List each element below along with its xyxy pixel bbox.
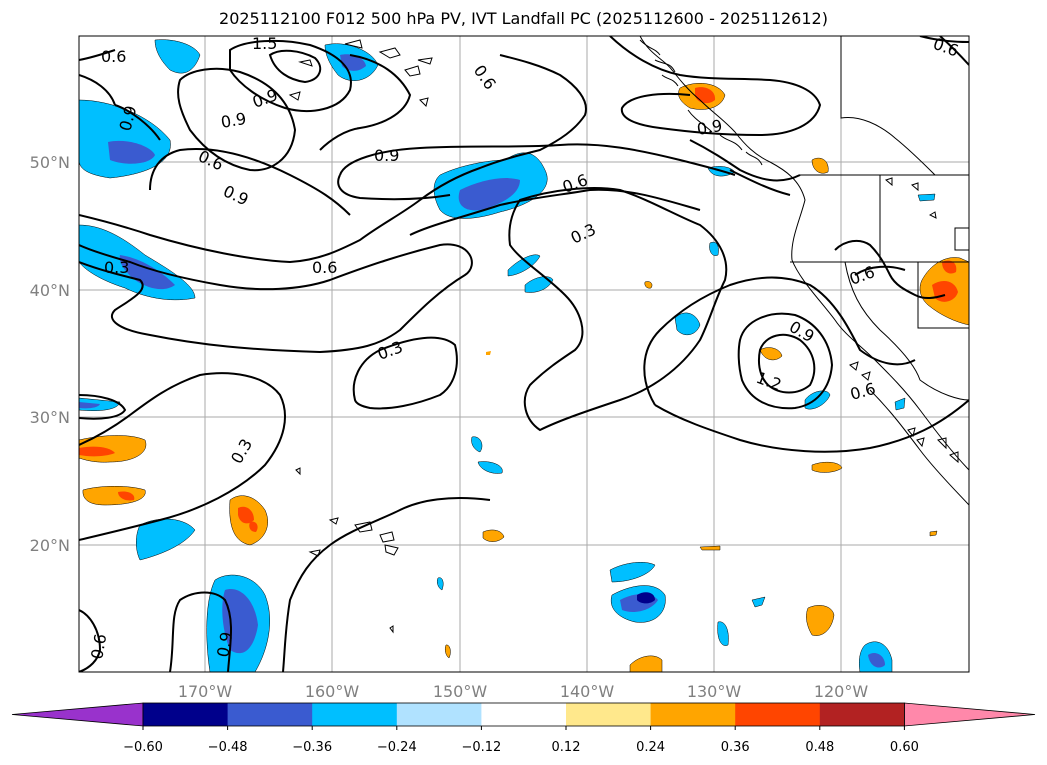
lon-tick-label: 130°W [687, 682, 742, 701]
map-frame [78, 35, 970, 673]
lon-tick-label: 160°W [305, 682, 360, 701]
colorbar-extend-high [904, 702, 1036, 727]
coastlines [288, 36, 969, 634]
contour-label: 0.6 [312, 258, 337, 277]
lon-tick-label: 170°W [178, 682, 233, 701]
positive-shading [79, 83, 969, 672]
contour-label: 0.9 [219, 109, 247, 132]
lon-tick-label: 120°W [814, 682, 869, 701]
contour-label: 1.5 [252, 34, 277, 53]
contour-label: 0.9 [695, 116, 723, 139]
colorbar-segment [143, 703, 229, 726]
lat-tick-label: 20°N [30, 536, 70, 555]
contour-label: 0.6 [87, 632, 110, 660]
contour-label: 0.9 [374, 146, 399, 165]
colorbar: −0.60 −0.48 −0.36 −0.24 −0.12 0.12 0.24 0.36 0.4… [11, 702, 1036, 755]
colorbar-segment [819, 703, 905, 726]
lat-tick-label: 50°N [30, 153, 70, 172]
lon-tick-label: 140°W [560, 682, 615, 701]
lon-axis: 170°W 160°W 150°W 140°W 130°W 120°W [178, 682, 869, 701]
colorbar-tick-label: −0.60 [123, 740, 163, 755]
pv-contours [79, 36, 969, 672]
colorbar-tick-label: −0.48 [208, 740, 248, 755]
colorbar-tick-label: 0.60 [890, 740, 919, 755]
lat-tick-label: 40°N [30, 281, 70, 300]
lon-tick-label: 150°W [433, 682, 488, 701]
contour-label: 0.9 [213, 630, 236, 658]
chart-title: 2025112100 F012 500 hPa PV, IVT Landfall… [219, 9, 828, 28]
lat-axis: 50°N 40°N 30°N 20°N [30, 153, 70, 555]
colorbar-tick-label: 0.12 [552, 740, 581, 755]
colorbar-segment [227, 703, 313, 726]
map-background [79, 36, 969, 672]
colorbar-tick-label: −0.12 [461, 740, 501, 755]
colorbar-tick-label: 0.24 [636, 740, 665, 755]
colorbar-tick-label: 0.36 [721, 740, 750, 755]
colorbar-extend-low [11, 702, 144, 727]
colorbar-segment [650, 703, 736, 726]
negative-shading [79, 39, 936, 672]
colorbar-tick-label: −0.24 [377, 740, 417, 755]
colorbar-frame [142, 702, 905, 727]
colorbar-segment [735, 703, 821, 726]
colorbar-segment [481, 703, 567, 726]
lat-tick-label: 30°N [30, 408, 70, 427]
colorbar-segment [396, 703, 482, 726]
colorbar-segment [312, 703, 398, 726]
contour-label: 0.3 [104, 258, 129, 277]
colorbar-segment [566, 703, 652, 726]
contour-label: 0.6 [101, 47, 126, 66]
colorbar-tick-label: −0.36 [292, 740, 332, 755]
colorbar-tick-label: 0.48 [805, 740, 834, 755]
